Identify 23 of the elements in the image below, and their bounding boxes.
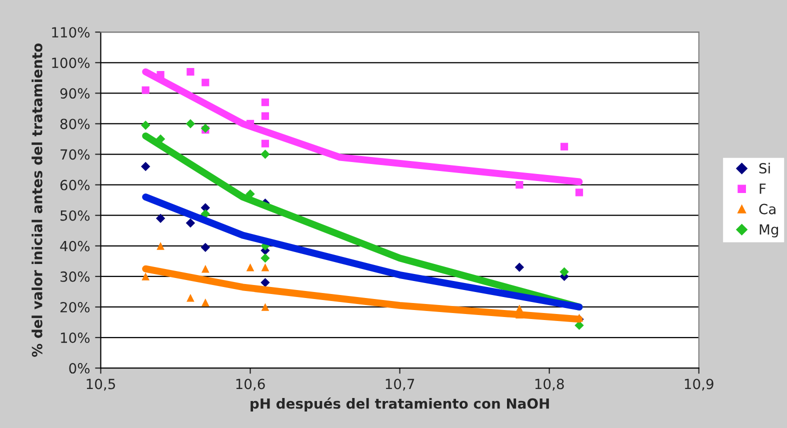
x-tick-label: 10,5 [86, 378, 115, 391]
y-tick-label: 90% [60, 88, 90, 99]
x-tick-label: 10,7 [386, 378, 414, 391]
x-tick-label: 10,9 [684, 378, 714, 391]
y-tick-label: 60% [60, 180, 90, 190]
y-tick-label: 30% [60, 271, 90, 282]
y-tick-label: 20% [60, 302, 90, 312]
y-tick-label: 100% [52, 58, 90, 68]
x-tick-label: 10,8 [535, 378, 564, 391]
y-tick-label: 0% [69, 363, 90, 374]
y-tick-label: 50% [60, 210, 90, 221]
x-axis-title: pH después del tratamiento con NaOH [250, 397, 549, 412]
y-tick-label: 40% [60, 240, 90, 252]
x-tick-label: 10,6 [236, 378, 265, 391]
legend-label: Ca [759, 204, 776, 214]
y-axis-title: % del valor inicial antes del tratamiento [32, 43, 42, 357]
y-tick-label: 70% [60, 149, 90, 160]
y-tick-label: 80% [60, 118, 90, 130]
legend-label: Si [759, 162, 770, 174]
y-tick-label: 110% [52, 27, 90, 38]
legend-label: F [760, 184, 766, 194]
legend-label: Mg [760, 224, 778, 238]
y-tick-label: 10% [60, 332, 90, 344]
